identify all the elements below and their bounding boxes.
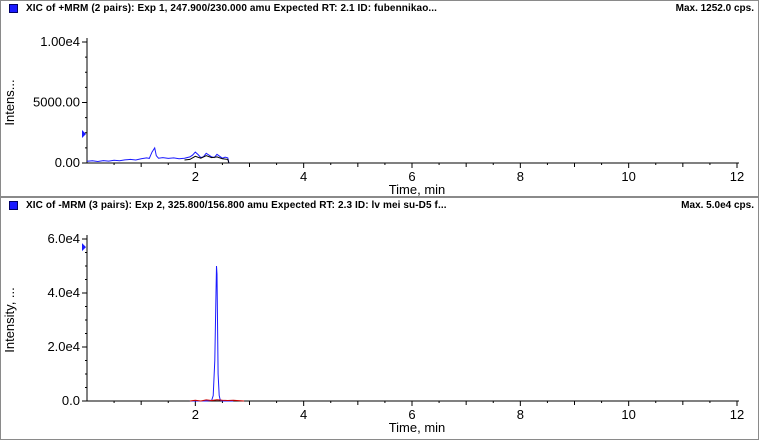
x-tick-label: 2	[192, 407, 199, 422]
x-tick-label: 2	[192, 169, 199, 184]
x-axis-label: Time, min	[389, 182, 446, 197]
y-tick-label: 6.0e4	[47, 231, 80, 246]
x-axis-label: Time, min	[389, 420, 446, 435]
chart-title: XIC of -MRM (3 pairs): Exp 2, 325.800/15…	[26, 200, 447, 211]
trace-color-swatch[interactable]	[9, 201, 18, 210]
max-intensity-label: Max. 1252.0 cps.	[675, 3, 754, 14]
x-tick-label: 12	[730, 169, 744, 184]
x-tick-label: 8	[517, 407, 524, 422]
chart-title-bar: XIC of +MRM (2 pairs): Exp 1, 247.900/23…	[1, 1, 758, 17]
series-line	[189, 265, 234, 402]
series-line	[86, 146, 230, 164]
chart-frame	[0, 0, 759, 197]
series-line	[184, 155, 230, 164]
x-tick-label: 8	[517, 169, 524, 184]
expected-rt-marker	[82, 129, 86, 138]
y-tick-label: 5000.00	[33, 95, 80, 110]
chart-title-bar: XIC of -MRM (3 pairs): Exp 2, 325.800/15…	[1, 198, 758, 214]
expected-rt-marker	[82, 243, 86, 252]
y-axis-label: Intensity, ...	[2, 287, 17, 353]
chart-panel-bottom: XIC of -MRM (3 pairs): Exp 2, 325.800/15…	[0, 197, 761, 440]
y-axis-label: Intens...	[2, 79, 17, 125]
chart-panel-top: XIC of +MRM (2 pairs): Exp 1, 247.900/23…	[0, 0, 761, 197]
y-tick-label: 4.0e4	[47, 285, 80, 300]
y-tick-label: 1.00e4	[40, 34, 80, 49]
x-tick-label: 6	[408, 169, 415, 184]
y-tick-label: 0.0	[62, 393, 80, 408]
xic-plot-top[interactable]: 2 4 6 8 10 12 0.00 5000.00 1.00e4 Time, min Intens…	[0, 0, 761, 197]
chart-title: XIC of +MRM (2 pairs): Exp 1, 247.900/23…	[26, 3, 438, 14]
y-tick-label: 0.00	[55, 155, 80, 170]
x-tick-label: 10	[621, 169, 635, 184]
y-tick-label: 2.0e4	[47, 339, 80, 354]
x-tick-label: 4	[300, 169, 307, 184]
x-tick-label: 10	[621, 407, 635, 422]
trace-color-swatch[interactable]	[9, 4, 18, 13]
max-intensity-label: Max. 5.0e4 cps.	[681, 200, 754, 211]
x-tick-label: 4	[300, 407, 307, 422]
xic-plot-bottom[interactable]: 2 4 6 8 10 12 0.0 2.0e4 4.0e4 6.0e4 Time, min Inten…	[0, 197, 761, 440]
x-tick-label: 12	[730, 407, 744, 422]
x-tick-label: 6	[408, 407, 415, 422]
series-line	[189, 399, 245, 402]
